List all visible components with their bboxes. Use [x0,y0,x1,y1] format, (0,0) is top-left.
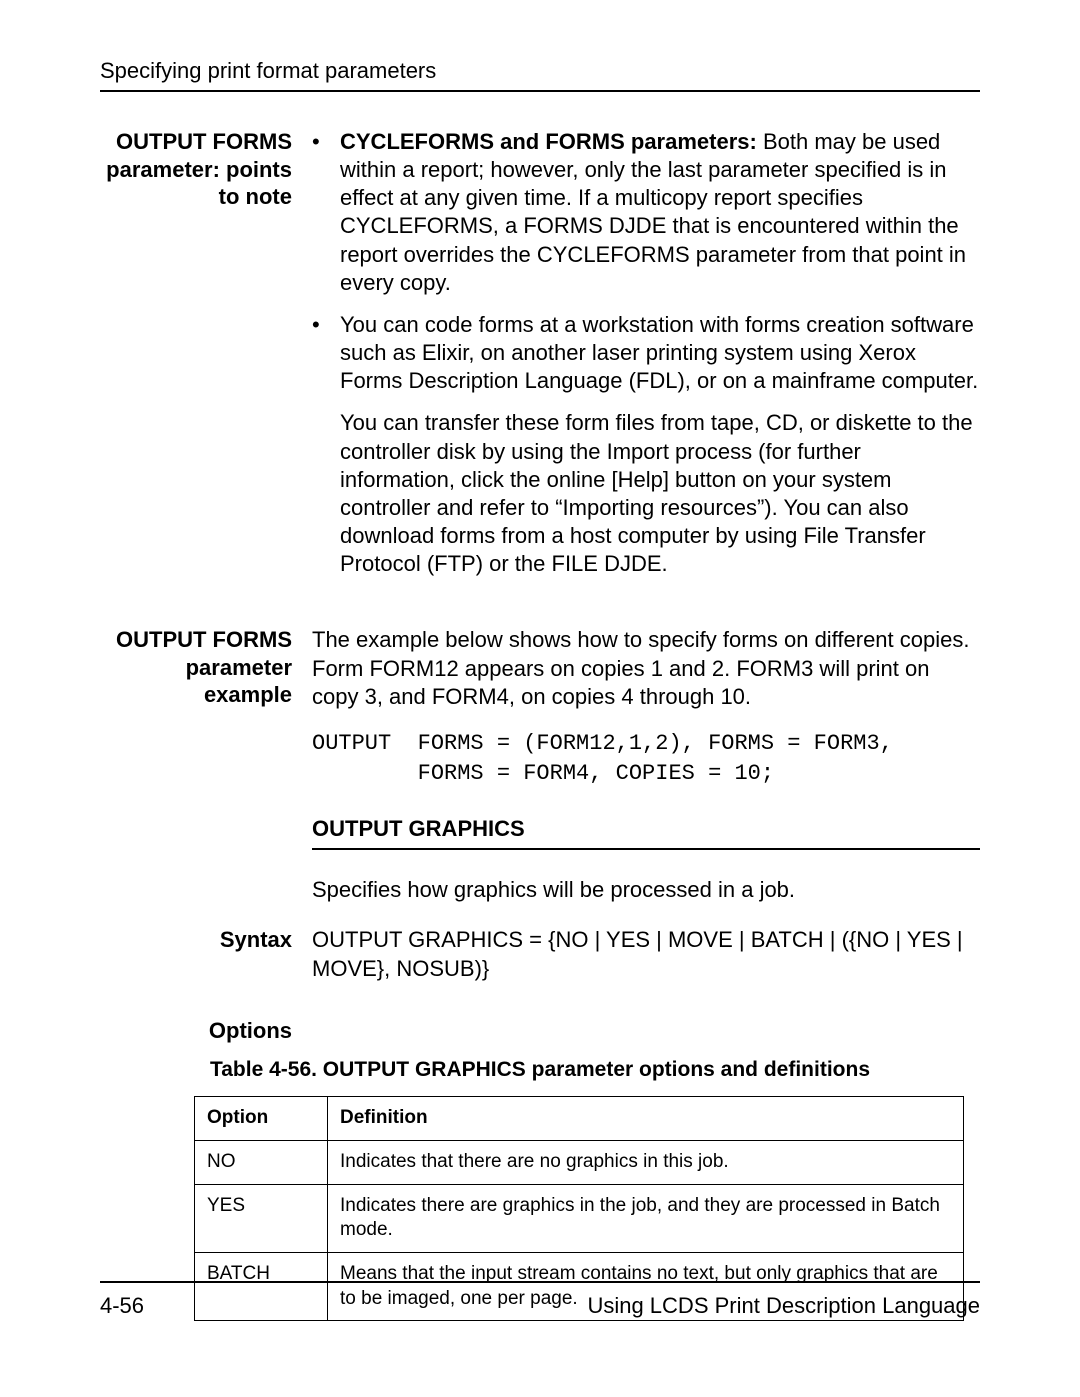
footer-page-number: 4-56 [100,1293,144,1319]
td-option: YES [195,1184,328,1252]
code-line: FORMS = FORM4, COPIES = 10; [312,761,774,786]
table-caption: Table 4-56. OUTPUT GRAPHICS parameter op… [100,1058,980,1082]
row-syntax: Syntax OUTPUT GRAPHICS = {NO | YES | MOV… [100,926,980,982]
table-row: YES Indicates there are graphics in the … [195,1184,964,1252]
side-label-line: OUTPUT FORMS [116,129,292,154]
side-label-line: to note [219,184,292,209]
bullet-text: You can code forms at a workstation with… [340,311,980,395]
footer-rule [100,1281,980,1283]
td-definition: Indicates that there are no graphics in … [328,1140,964,1184]
bullet-marker: • [312,128,340,156]
side-label-points: OUTPUT FORMS parameter: points to note [100,128,312,211]
syntax-text: OUTPUT GRAPHICS = {NO | YES | MOVE | BAT… [312,926,980,982]
followup-paragraph: You can transfer these form files from t… [340,409,980,578]
row-graphics-desc: Specifies how graphics will be processed… [100,876,980,904]
side-label-line: parameter [186,655,292,680]
table-row: NO Indicates that there are no graphics … [195,1140,964,1184]
code-line: OUTPUT FORMS = (FORM12,1,2), FORMS = FOR… [312,731,893,756]
side-label-line: example [204,682,292,707]
body-example: The example below shows how to specify f… [312,626,980,788]
page-footer: 4-56 Using LCDS Print Description Langua… [100,1281,980,1319]
code-block: OUTPUT FORMS = (FORM12,1,2), FORMS = FOR… [312,729,980,788]
th-definition: Definition [328,1097,964,1141]
running-header: Specifying print format parameters [100,58,980,92]
page: Specifying print format parameters OUTPU… [0,0,1080,1397]
side-label-syntax: Syntax [100,926,312,954]
example-intro: The example below shows how to specify f… [312,626,980,710]
td-definition: Indicates there are graphics in the job,… [328,1184,964,1252]
bullet-item: • You can code forms at a workstation wi… [312,311,980,395]
bullet-rest: You can code forms at a workstation with… [340,312,978,393]
side-label-options: Options [100,1017,312,1045]
footer-doc-title: Using LCDS Print Description Language [587,1293,980,1319]
section-heading-output-graphics: OUTPUT GRAPHICS [312,816,980,850]
td-option: NO [195,1140,328,1184]
bullet-marker: • [312,311,340,339]
section-example: OUTPUT FORMS parameter example The examp… [100,626,980,788]
bullet-lead-bold: CYCLEFORMS and FORMS parameters: [340,129,757,154]
bullet-text: CYCLEFORMS and FORMS parameters: Both ma… [340,128,980,297]
row-options-label: Options [100,1017,980,1045]
graphics-desc: Specifies how graphics will be processed… [312,876,980,904]
side-label-example: OUTPUT FORMS parameter example [100,626,312,709]
body-points: • CYCLEFORMS and FORMS parameters: Both … [312,128,980,592]
section-points-to-note: OUTPUT FORMS parameter: points to note •… [100,128,980,592]
bullet-item: • CYCLEFORMS and FORMS parameters: Both … [312,128,980,297]
side-label-line: OUTPUT FORMS [116,627,292,652]
th-option: Option [195,1097,328,1141]
side-label-line: parameter: points [106,157,292,182]
table-header-row: Option Definition [195,1097,964,1141]
